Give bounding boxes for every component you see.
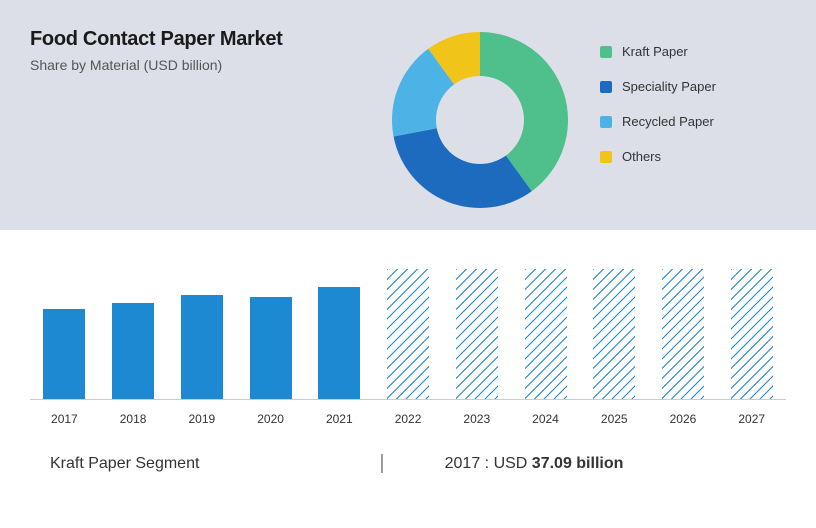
bar-chart: 2017201820192020202120222023202420252026… [0, 230, 816, 440]
page-title: Food Contact Paper Market [30, 28, 283, 51]
title-block: Food Contact Paper Market Share by Mater… [30, 28, 283, 73]
bar-actual [181, 295, 223, 399]
x-label: 2026 [649, 412, 718, 426]
footer-segment-label: Kraft Paper Segment [50, 455, 199, 473]
legend-swatch [600, 46, 612, 58]
x-label: 2024 [511, 412, 580, 426]
bar-slot [717, 250, 786, 399]
bar-actual [43, 309, 85, 399]
bar-forecast [593, 269, 635, 399]
bar-slot [649, 250, 718, 399]
legend-label: Recycled Paper [622, 114, 714, 129]
donut-slice [394, 128, 532, 208]
legend-swatch [600, 151, 612, 163]
legend-swatch [600, 81, 612, 93]
page-subtitle: Share by Material (USD billion) [30, 57, 283, 73]
bar-slot [236, 250, 305, 399]
donut-chart [380, 20, 580, 220]
bar-slot [305, 250, 374, 399]
legend-label: Others [622, 149, 661, 164]
bar-slot [442, 250, 511, 399]
bar-actual [112, 303, 154, 399]
bar-forecast [731, 269, 773, 399]
bar-forecast [525, 269, 567, 399]
bars-area [30, 250, 786, 400]
footer-value: 2017 : USD 37.09 billion [445, 455, 624, 473]
bar-slot [99, 250, 168, 399]
bar-forecast [662, 269, 704, 399]
bar-forecast [456, 269, 498, 399]
footer-sep: : [485, 455, 494, 472]
legend-item: Speciality Paper [600, 79, 716, 94]
x-label: 2018 [99, 412, 168, 426]
x-label: 2025 [580, 412, 649, 426]
footer-amount: 37.09 billion [532, 455, 624, 472]
bar-slot [580, 250, 649, 399]
legend-item: Kraft Paper [600, 44, 716, 59]
legend-item: Others [600, 149, 716, 164]
bar-slot [374, 250, 443, 399]
footer-year: 2017 [445, 455, 481, 472]
x-label: 2020 [236, 412, 305, 426]
bar-actual [318, 287, 360, 399]
bar-slot [511, 250, 580, 399]
x-label: 2027 [717, 412, 786, 426]
x-label: 2017 [30, 412, 99, 426]
footer-currency: USD [494, 455, 528, 472]
top-panel: Food Contact Paper Market Share by Mater… [0, 0, 816, 230]
legend-item: Recycled Paper [600, 114, 716, 129]
bar-slot [30, 250, 99, 399]
x-axis-labels: 2017201820192020202120222023202420252026… [30, 412, 786, 426]
chart-legend: Kraft Paper Speciality Paper Recycled Pape… [600, 44, 716, 184]
bar-actual [250, 297, 292, 399]
bar-slot [167, 250, 236, 399]
bar-forecast [387, 269, 429, 399]
legend-label: Speciality Paper [622, 79, 716, 94]
x-label: 2022 [374, 412, 443, 426]
legend-label: Kraft Paper [622, 44, 688, 59]
legend-swatch [600, 116, 612, 128]
footer-divider: | [379, 452, 384, 475]
x-label: 2021 [305, 412, 374, 426]
x-label: 2019 [167, 412, 236, 426]
footer: Kraft Paper Segment | 2017 : USD 37.09 b… [0, 440, 816, 475]
x-label: 2023 [442, 412, 511, 426]
